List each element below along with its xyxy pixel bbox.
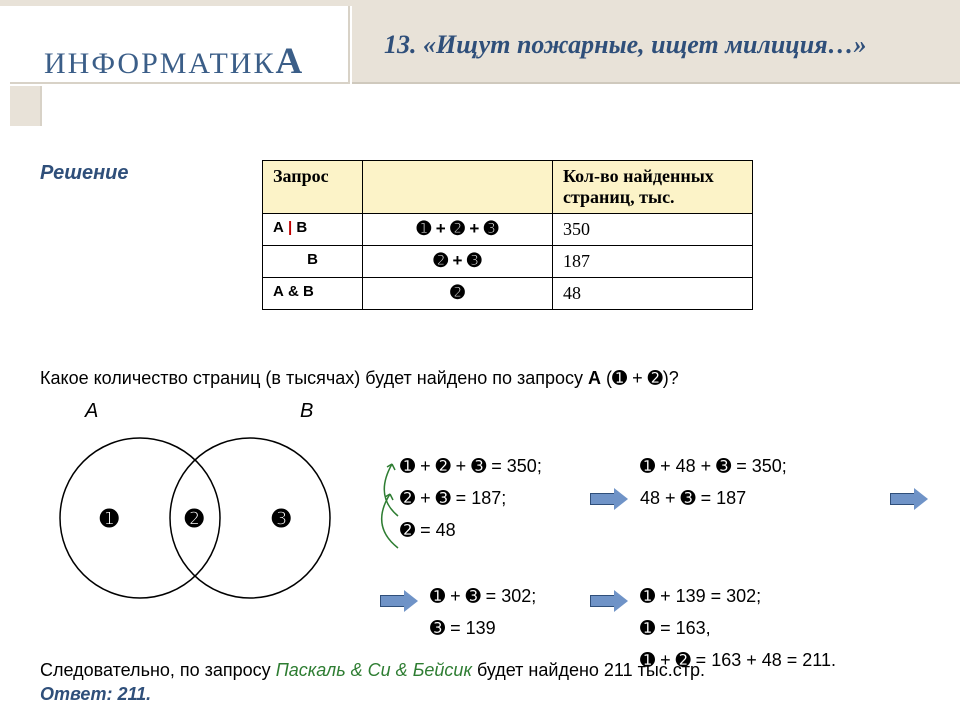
equation-block-1: ➊ + ➋ + ➌ = 350; ➋ + ➌ = 187; ➋ = 48 [400, 450, 542, 546]
eq-line: ➋ = 48 [400, 514, 542, 546]
col-header-query: Запрос [263, 161, 363, 214]
answer-text: Ответ: 211. [40, 684, 151, 705]
question-bold: А [588, 368, 601, 388]
col-header-count: Кол-во найденных страниц, тыс. [553, 161, 753, 214]
venn-label-b: B [300, 400, 313, 423]
arrow-right-icon [590, 488, 628, 508]
cell-value: 187 [553, 246, 753, 278]
question-text: Какое количество страниц (в тысячах) буд… [40, 368, 679, 389]
eq-line: ➊ + 139 = 302; [640, 580, 836, 612]
eq-line: ➊ + ➌ = 302; [430, 580, 536, 612]
cell-symbols: ➋ + ➌ [363, 246, 553, 278]
eq-line: ➊ = 163, [640, 612, 836, 644]
conclusion-highlight: Паскаль & Си & Бейсик [276, 660, 472, 680]
conclusion-text: Следовательно, по запросу Паскаль & Си &… [40, 660, 705, 681]
logo-a: А [275, 41, 304, 82]
expr-b: В [296, 219, 307, 236]
expr-sep: | [284, 219, 297, 236]
expr-a: А [273, 283, 284, 300]
cell-value: 350 [553, 214, 753, 246]
venn-region-1: ➊ [99, 506, 119, 531]
question-pre: Какое количество страниц (в тысячах) буд… [40, 368, 588, 388]
eq-line: ➌ = 139 [430, 612, 536, 644]
equation-block-3: ➊ + ➌ = 302; ➌ = 139 [430, 580, 536, 644]
equation-block-2: ➊ + 48 + ➌ = 350; 48 + ➌ = 187 [640, 450, 787, 514]
logo-text: ИНФОРМАТИК [44, 47, 275, 80]
expr-b: В [307, 251, 318, 268]
col-header-expr [363, 161, 553, 214]
table-row: А | В ➊ + ➋ + ➌ 350 [263, 214, 753, 246]
arrow-right-icon [590, 590, 628, 610]
eq-line: 48 + ➌ = 187 [640, 482, 787, 514]
left-accent-box [10, 86, 42, 126]
eq-line: ➊ + ➋ + ➌ = 350; [400, 450, 542, 482]
expr-sep: & [284, 283, 303, 300]
arrow-right-icon [890, 488, 928, 508]
venn-diagram: A B ➊ ➋ ➌ [30, 400, 370, 610]
venn-svg: ➊ ➋ ➌ [40, 428, 360, 618]
venn-region-2: ➋ [184, 506, 204, 531]
venn-region-3: ➌ [271, 506, 291, 531]
expr-b: В [303, 283, 314, 300]
cell-query: А & В [263, 278, 363, 310]
substitution-arrows-icon [368, 456, 404, 566]
eq-line: ➋ + ➌ = 187; [400, 482, 542, 514]
expr-a: А [273, 219, 284, 236]
table-row: В ➋ + ➌ 187 [263, 246, 753, 278]
cell-symbols: ➊ + ➋ + ➌ [363, 214, 553, 246]
conclusion-post: будет найдено 211 тыс.стр. [472, 660, 705, 680]
table-row: А & В ➋ 48 [263, 278, 753, 310]
cell-value: 48 [553, 278, 753, 310]
eq-line: ➊ + 48 + ➌ = 350; [640, 450, 787, 482]
section-label: Решение [40, 162, 129, 185]
data-table: Запрос Кол-во найденных страниц, тыс. А … [262, 160, 753, 310]
question-post: (➊ + ➋)? [601, 368, 679, 388]
cell-query: В [263, 246, 363, 278]
logo: ИНФОРМАТИКА [44, 40, 304, 83]
page-title: 13. «Ищут пожарные, ищет милиция…» [384, 30, 867, 60]
arrow-right-icon [380, 590, 418, 610]
table-header-row: Запрос Кол-во найденных страниц, тыс. [263, 161, 753, 214]
cell-query: А | В [263, 214, 363, 246]
venn-label-a: A [85, 400, 98, 423]
cell-symbols: ➋ [363, 278, 553, 310]
conclusion-pre: Следовательно, по запросу [40, 660, 276, 680]
